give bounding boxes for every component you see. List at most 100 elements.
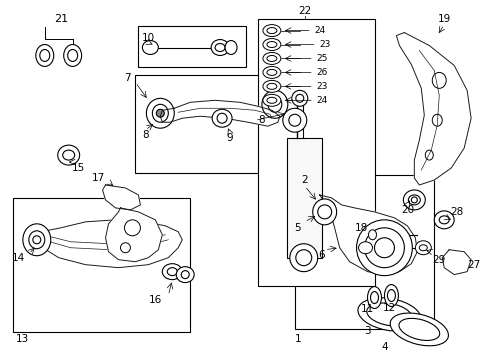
Bar [138,26,245,67]
Ellipse shape [433,211,453,229]
Ellipse shape [36,45,54,67]
Ellipse shape [358,242,372,254]
Ellipse shape [40,50,50,62]
Bar [294,175,433,329]
Ellipse shape [295,250,311,266]
Ellipse shape [266,41,276,48]
Text: 15: 15 [72,163,85,173]
Text: 25: 25 [315,54,327,63]
Ellipse shape [403,190,425,210]
Ellipse shape [263,53,280,64]
Text: 24: 24 [313,26,325,35]
Text: 22: 22 [298,6,311,15]
Text: 27: 27 [467,260,480,270]
Ellipse shape [29,231,45,249]
Polygon shape [105,208,162,262]
Ellipse shape [156,109,164,117]
Ellipse shape [368,230,376,240]
Ellipse shape [63,45,81,67]
Ellipse shape [263,80,280,92]
Text: 23: 23 [315,82,327,91]
Ellipse shape [263,67,280,78]
Text: 1: 1 [294,334,301,345]
Ellipse shape [124,220,140,236]
Text: 21: 21 [54,14,68,24]
Bar [286,138,321,258]
Ellipse shape [357,298,420,331]
Polygon shape [31,220,182,268]
Polygon shape [396,32,470,185]
Text: 24: 24 [315,96,326,105]
Ellipse shape [419,245,427,251]
Ellipse shape [217,113,226,123]
Polygon shape [160,100,279,126]
Ellipse shape [367,287,381,309]
Ellipse shape [267,96,281,112]
Text: 2: 2 [301,175,307,185]
Text: 11: 11 [360,305,373,315]
Ellipse shape [288,114,300,126]
Ellipse shape [263,39,280,50]
Ellipse shape [386,289,395,302]
Ellipse shape [431,114,441,126]
Bar [135,75,309,173]
Ellipse shape [410,197,416,203]
Ellipse shape [374,238,394,258]
Text: 8: 8 [258,115,264,125]
Ellipse shape [167,268,177,276]
Text: 28: 28 [449,207,463,217]
Ellipse shape [212,109,232,127]
Ellipse shape [425,150,432,160]
Ellipse shape [317,205,331,219]
Ellipse shape [211,40,228,55]
Ellipse shape [291,90,307,106]
Ellipse shape [266,69,276,75]
Text: 20: 20 [400,205,413,215]
Ellipse shape [295,94,303,102]
Ellipse shape [263,94,280,106]
Text: 9: 9 [226,133,233,143]
Ellipse shape [289,244,317,272]
Text: 14: 14 [12,253,25,263]
Ellipse shape [407,195,420,205]
Ellipse shape [181,271,189,279]
Ellipse shape [312,199,336,225]
Ellipse shape [162,264,182,280]
Text: 19: 19 [437,14,450,24]
Ellipse shape [224,41,237,54]
Ellipse shape [152,104,168,122]
Ellipse shape [364,228,404,268]
Ellipse shape [438,216,448,224]
Text: 6: 6 [318,250,325,260]
Ellipse shape [389,313,447,346]
Text: 3: 3 [364,327,370,336]
Bar [13,198,190,332]
Text: 5: 5 [294,223,301,233]
Ellipse shape [384,285,398,306]
Ellipse shape [266,55,276,62]
Ellipse shape [142,41,158,54]
Ellipse shape [176,267,194,283]
Ellipse shape [356,220,411,276]
Text: 8: 8 [142,130,148,140]
Ellipse shape [266,84,276,89]
Ellipse shape [398,318,439,341]
Text: 29: 29 [432,255,445,265]
Text: 7: 7 [124,73,130,84]
Text: 13: 13 [16,334,29,345]
Ellipse shape [33,236,41,244]
Ellipse shape [23,224,51,256]
Polygon shape [441,250,470,275]
Text: 10: 10 [142,32,155,42]
Ellipse shape [146,98,174,128]
Ellipse shape [120,243,130,253]
Text: 26: 26 [315,68,327,77]
Polygon shape [102,185,140,210]
Ellipse shape [262,90,287,118]
Ellipse shape [67,50,78,62]
Ellipse shape [266,28,276,33]
Ellipse shape [62,150,75,160]
Ellipse shape [370,292,378,303]
Ellipse shape [431,72,446,88]
Ellipse shape [215,44,224,51]
